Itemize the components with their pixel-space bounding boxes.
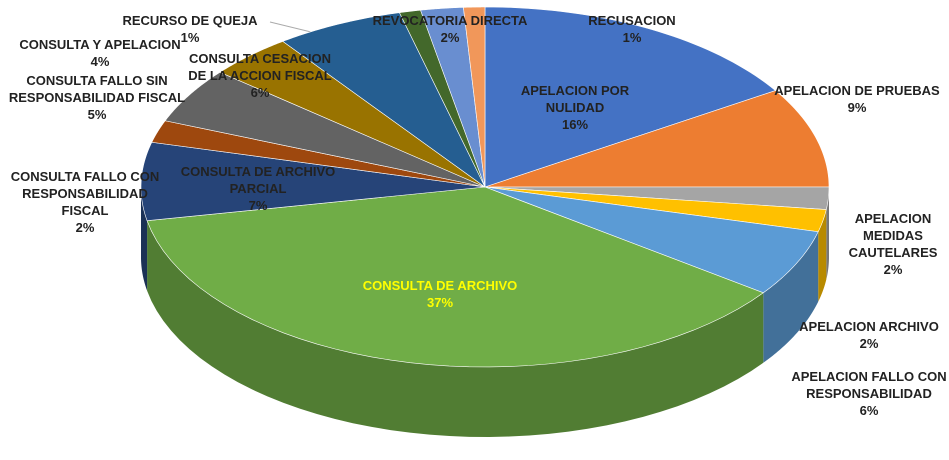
data-label: CONSULTA Y APELACION 4% — [0, 36, 200, 70]
data-label: APELACION DE PRUEBAS 9% — [767, 82, 947, 116]
pie-slice — [282, 12, 486, 188]
category-label: APELACION POR NULIDAD — [520, 83, 630, 115]
category-label: APELACION DE PRUEBAS — [774, 83, 940, 98]
category-label: CONSULTA DE ARCHIVO — [362, 278, 518, 293]
pie-slice — [151, 120, 486, 188]
value-label: 6% — [859, 403, 879, 418]
value-label: 16% — [561, 117, 589, 132]
data-label: APELACION ARCHIVO 2% — [789, 318, 949, 352]
value-label: 2% — [883, 262, 903, 277]
value-label: 1% — [622, 30, 642, 45]
pie-slice-side — [147, 220, 764, 437]
category-label: CONSULTA DE ARCHIVO PARCIAL — [180, 164, 336, 196]
data-label: RECUSACION 1% — [572, 12, 692, 46]
category-label: RECURSO DE QUEJA — [122, 13, 258, 28]
pie-slice — [164, 71, 486, 188]
data-label: RECURSO DE QUEJA 1% — [115, 12, 265, 46]
pie-slice — [484, 186, 819, 294]
data-label: CONSULTA FALLO CON RESPONSABILIDAD FISCA… — [0, 168, 170, 236]
data-label: CONSULTA DE ARCHIVO PARCIAL 7% — [173, 163, 343, 214]
pie-slice-side — [763, 231, 819, 363]
value-label: 2% — [440, 30, 460, 45]
pie-slice — [398, 9, 486, 188]
value-label: 5% — [87, 107, 107, 122]
pie-slice — [484, 6, 777, 188]
pie-slice — [146, 186, 764, 368]
pie-slice — [420, 7, 486, 188]
data-label: CONSULTA FALLO SIN RESPONSABILIDAD FISCA… — [2, 72, 192, 123]
value-label: 37% — [426, 295, 454, 310]
data-label: CONSULTA DE ARCHIVO 37% — [330, 277, 550, 311]
value-label: 4% — [90, 54, 110, 69]
data-label: CONSULTA CESACION DE LA ACCION FISCAL 6% — [180, 50, 340, 101]
category-label: CONSULTA Y APELACION — [19, 37, 181, 52]
category-label: CONSULTA CESACION DE LA ACCION FISCAL — [188, 51, 332, 83]
data-label: APELACION MEDIDAS CAUTELARES 2% — [838, 210, 948, 278]
value-label: 1% — [180, 30, 200, 45]
value-label: 7% — [248, 198, 268, 213]
category-label: CONSULTA FALLO CON RESPONSABILIDAD FISCA… — [10, 169, 160, 218]
data-label: APELACION POR NULIDAD 16% — [500, 82, 650, 133]
pie-slice — [463, 6, 486, 188]
category-label: APELACION FALLO CON RESPONSABILIDAD — [791, 369, 947, 401]
pie-slice-side — [818, 209, 827, 302]
category-label: RECUSACION — [588, 13, 676, 28]
pie-slice-side — [826, 187, 829, 280]
value-label: 6% — [250, 85, 270, 100]
category-label: APELACION ARCHIVO — [799, 319, 939, 334]
value-label: 2% — [859, 336, 879, 351]
pie-slice — [219, 41, 486, 188]
category-label: REVOCATORIA DIRECTA — [372, 13, 528, 28]
category-label: APELACION MEDIDAS CAUTELARES — [848, 211, 938, 260]
pie-slice — [140, 141, 486, 222]
pie-sides — [141, 187, 829, 437]
value-label: 9% — [847, 100, 867, 115]
pie-tops — [140, 6, 830, 368]
data-label: APELACION FALLO CON RESPONSABILIDAD 6% — [789, 368, 949, 419]
pie-slice — [484, 90, 830, 188]
pie-slice-side — [141, 187, 148, 291]
category-label: CONSULTA FALLO SIN RESPONSABILIDAD FISCA… — [8, 73, 186, 105]
data-label: REVOCATORIA DIRECTA 2% — [360, 12, 540, 46]
value-label: 2% — [75, 220, 95, 235]
